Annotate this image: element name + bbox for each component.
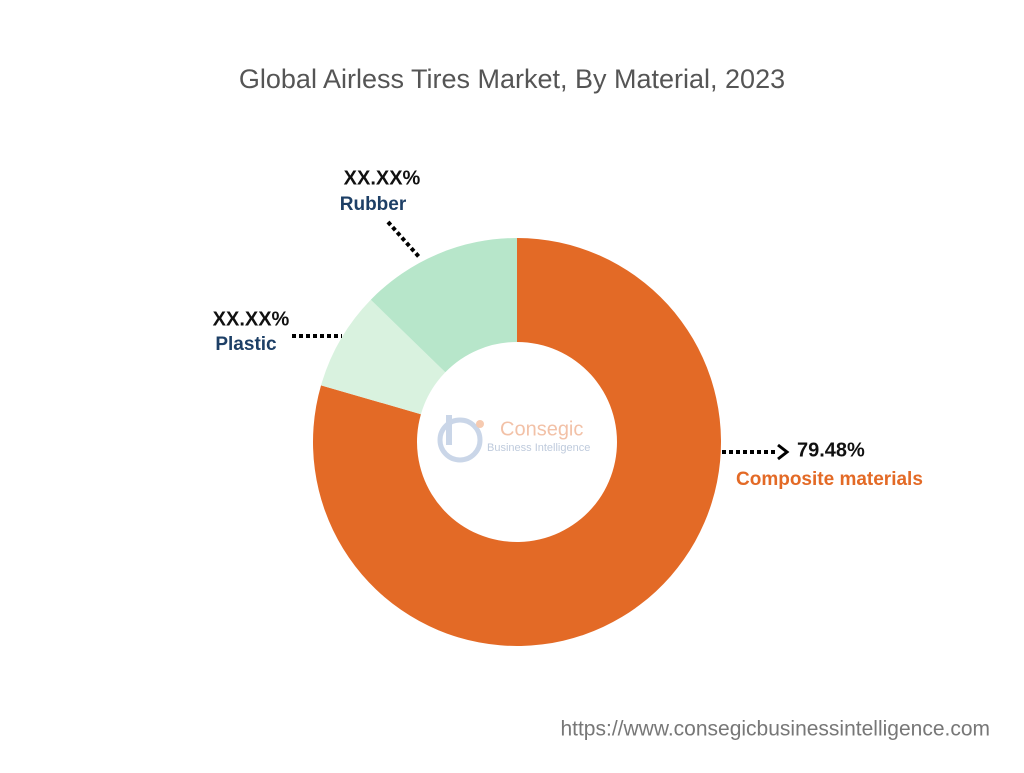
category-label: Composite materials [736, 469, 923, 490]
category-label: Plastic [215, 334, 277, 355]
value-label: XX.XX% [213, 308, 290, 330]
donut-slice [312, 238, 721, 646]
footer-url: https://www.consegicbusinessintelligence… [560, 718, 990, 741]
logo-dot [476, 420, 484, 428]
donut-slice [321, 299, 446, 415]
watermark-tagline: Business Intelligence [487, 442, 590, 454]
watermark: Consegic Business Intelligence [437, 415, 590, 463]
category-label: Rubber [340, 194, 407, 215]
logo-ring [437, 417, 483, 463]
value-label: 79.48% [797, 439, 865, 461]
plot: 79.48% Composite materials XX.XX% Plastic XX… [213, 167, 923, 646]
logo-bar [446, 415, 452, 445]
leader-line [386, 220, 422, 260]
chart-title: Global Airless Tires Market, By Material… [239, 64, 785, 94]
donut-slice [370, 238, 517, 373]
watermark-name: Consegic [500, 418, 583, 440]
leader-arrow [777, 443, 790, 461]
value-label: XX.XX% [344, 167, 421, 189]
